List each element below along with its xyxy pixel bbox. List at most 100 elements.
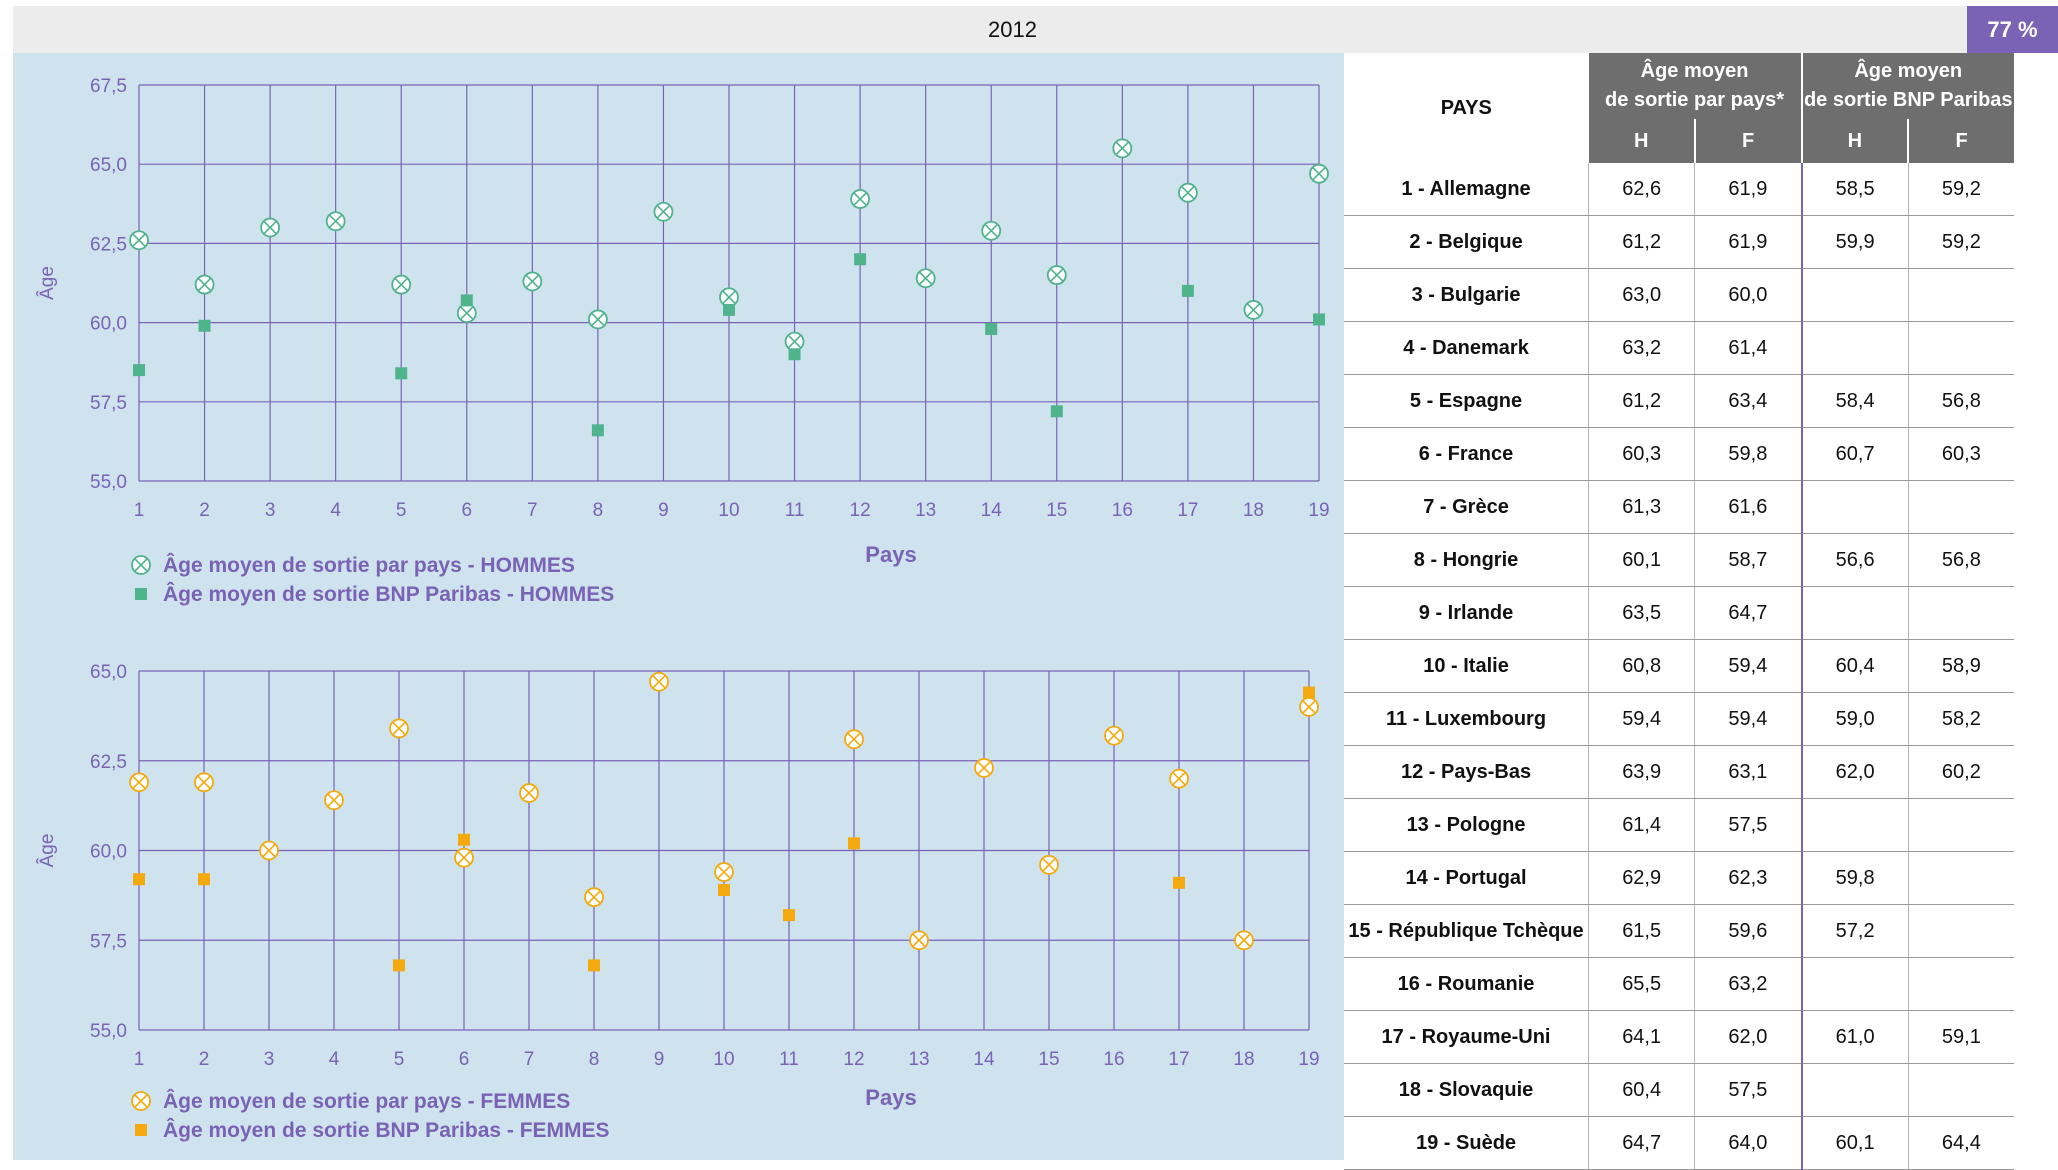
marker-cross [262, 843, 276, 858]
x-tick-label: 12 [843, 1049, 864, 1070]
country-cell: 18 - Slovaquie [1344, 1063, 1589, 1117]
data-point-square [458, 833, 470, 846]
data-point-circle [719, 287, 739, 308]
value-cell-f-country: 57,5 [1694, 798, 1802, 852]
men-scatter-chart: 55,057,560,062,565,067,51 2 3 4 5 6 7 8 9 10 11 12 1… [36, 76, 1330, 606]
x-tick-label: 2 [199, 500, 210, 521]
value-cell-h-country: 61,2 [1588, 374, 1695, 428]
value-cell-h-country: 60,3 [1588, 427, 1695, 481]
marker-cross [853, 192, 867, 206]
data-point-square [393, 959, 405, 972]
data-point-circle [1046, 265, 1067, 285]
value-cell-h-bnp: 56,6 [1800, 533, 1909, 587]
x-tick-label: 9 [658, 500, 669, 521]
marker-cross [652, 675, 666, 689]
data-point-square [848, 837, 860, 850]
marker-cross [457, 851, 471, 865]
value-cell-f-bnp: 58,2 [1907, 692, 2014, 746]
legend-label: Âge moyen de sortie par pays - HOMMES [163, 553, 575, 577]
data-point-circle [325, 211, 346, 232]
value-cell-f-country: 64,0 [1694, 1116, 1802, 1170]
value-cell-f-country: 63,4 [1694, 374, 1802, 428]
y-tick-label: 65,0 [90, 155, 127, 176]
x-axis-title: Pays [865, 542, 916, 567]
y-tick-label: 62,5 [90, 752, 127, 773]
data-point-circle [981, 220, 1002, 241]
value-cell-f-bnp: 59,1 [1907, 1010, 2014, 1064]
value-cell-f-country: 63,1 [1694, 745, 1802, 799]
data-point-circle [1309, 163, 1329, 184]
x-tick-label: 18 [1243, 500, 1264, 521]
data-point-circle [649, 671, 669, 692]
value-cell-h-bnp [1800, 586, 1909, 640]
x-tick-label: 13 [908, 1049, 929, 1070]
value-cell-f-country: 59,8 [1694, 427, 1802, 481]
data-point-square [1313, 313, 1325, 326]
x-tick-label: 4 [330, 500, 341, 521]
value-cell-h-country: 63,2 [1588, 321, 1695, 375]
value-cell-h-country: 61,4 [1588, 798, 1695, 852]
legend-swatch-square [135, 588, 147, 600]
value-cell-f-country: 61,9 [1694, 215, 1802, 269]
x-tick-label: 12 [850, 500, 871, 521]
marker-cross [1172, 772, 1186, 786]
x-tick-label: 1 [134, 500, 145, 521]
marker-cross [1302, 700, 1316, 714]
table-row: 6 - France 60,3 59,8 60,7 60,3 [1344, 427, 2014, 481]
value-cell-f-bnp [1907, 904, 2014, 958]
data-point-square [198, 873, 210, 886]
table-row: 12 - Pays-Bas 63,9 63,1 62,0 60,2 [1344, 745, 2014, 799]
x-tick-label: 4 [329, 1049, 340, 1070]
value-cell-h-country: 60,8 [1588, 639, 1695, 693]
value-cell-f-country: 61,4 [1694, 321, 1802, 375]
value-cell-h-country: 60,4 [1588, 1063, 1695, 1117]
marker-cross [847, 732, 861, 746]
y-axis-title: Âge [36, 266, 58, 300]
data-point-circle [915, 268, 936, 289]
x-tick-label: 13 [915, 500, 936, 521]
value-cell-h-bnp: 59,0 [1800, 692, 1909, 746]
data-point-square [788, 348, 801, 361]
y-tick-label: 67,5 [90, 76, 127, 97]
legend-label: Âge moyen de sortie BNP Paribas - FEMMES [163, 1118, 610, 1142]
value-cell-f-country: 59,4 [1694, 639, 1802, 693]
value-cell-h-bnp: 58,5 [1800, 163, 1909, 216]
data-point-circle [653, 201, 674, 222]
table-row: 16 - Roumanie 65,5 63,2 [1344, 957, 2014, 1011]
value-cell-f-bnp: 59,2 [1907, 163, 2014, 216]
country-cell: 14 - Portugal [1344, 851, 1589, 905]
country-cell: 12 - Pays-Bas [1344, 745, 1589, 799]
x-tick-label: 3 [265, 500, 276, 521]
x-tick-label: 18 [1233, 1049, 1254, 1070]
data-point-circle [391, 274, 412, 295]
value-cell-h-country: 62,6 [1588, 163, 1695, 216]
data-point-circle [324, 790, 344, 811]
data-point-square [1181, 284, 1194, 297]
data-point-circle [522, 271, 543, 292]
legend-swatch-circle [131, 555, 151, 575]
marker-cross [394, 278, 408, 292]
x-tick-label: 11 [785, 500, 805, 521]
marker-cross [525, 274, 539, 288]
country-cell: 4 - Danemark [1344, 321, 1589, 375]
data-point-square [723, 303, 735, 316]
x-tick-label: 14 [981, 500, 1003, 521]
data-point-square [588, 959, 600, 972]
country-cell: 19 - Suède [1344, 1116, 1589, 1170]
year-label: 2012 [988, 17, 1037, 42]
marker-cross [919, 271, 933, 285]
value-cell-h-bnp: 60,1 [1800, 1116, 1909, 1170]
marker-cross [392, 721, 406, 736]
group-title-line: Âge moyen [1640, 60, 1749, 82]
x-axis-title: Pays [865, 1085, 916, 1110]
x-tick-label: 17 [1177, 500, 1198, 521]
marker-cross [977, 761, 991, 775]
data-point-circle [129, 230, 149, 251]
header-bar [13, 6, 2058, 53]
marker-cross [587, 890, 601, 904]
data-point-circle [1104, 725, 1124, 746]
value-cell-f-bnp: 58,9 [1907, 639, 2014, 693]
data-point-circle [587, 309, 608, 330]
x-tick-label: 2 [199, 1049, 210, 1070]
data-point-square [783, 909, 795, 922]
